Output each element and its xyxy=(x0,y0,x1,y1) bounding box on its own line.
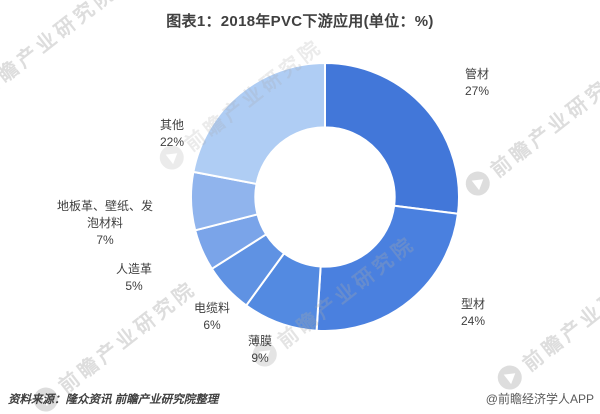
segment-pct: 27% xyxy=(464,84,490,98)
donut-label-pipes: 管材 27% xyxy=(442,66,512,100)
segment-pct: 6% xyxy=(203,318,221,332)
segment-pct: 24% xyxy=(460,314,486,328)
segment-pct: 5% xyxy=(125,279,143,293)
segment-name: 泡材料 xyxy=(86,216,123,230)
segment-name: 人造革 xyxy=(115,262,152,276)
segment-pct: 9% xyxy=(251,351,269,365)
donut-label-film: 薄膜 9% xyxy=(225,333,295,367)
chart-title: 图表1：2018年PVC下游应用(单位：%) xyxy=(166,13,434,30)
donut-segment-6 xyxy=(192,62,326,185)
segment-pct: 7% xyxy=(96,233,114,247)
segment-name: 薄膜 xyxy=(247,334,272,348)
donut-label-profiles: 型材 24% xyxy=(438,296,508,330)
segment-name: 电缆料 xyxy=(193,301,230,315)
donut-label-others: 其他 22% xyxy=(137,117,207,151)
segment-pct: 22% xyxy=(159,135,185,149)
segment-name: 其他 xyxy=(159,118,184,132)
source-note: 资料来源：隆众资讯 前瞻产业研究院整理 xyxy=(8,394,219,406)
donut-label-flooring-wallpaper-foam: 地板革、壁纸、发 泡材料 7% xyxy=(40,198,170,249)
segment-name: 型材 xyxy=(460,297,485,311)
donut-segment-1 xyxy=(315,204,459,332)
donut-label-artificial-leather: 人造革 5% xyxy=(99,261,169,295)
segment-name: 管材 xyxy=(464,67,489,81)
segment-name: 地板革、壁纸、发 xyxy=(56,199,153,213)
donut-label-cable-material: 电缆料 6% xyxy=(177,300,247,334)
app-credit: @前瞻经济学人APP xyxy=(485,392,594,406)
donut-segment-0 xyxy=(324,62,460,215)
